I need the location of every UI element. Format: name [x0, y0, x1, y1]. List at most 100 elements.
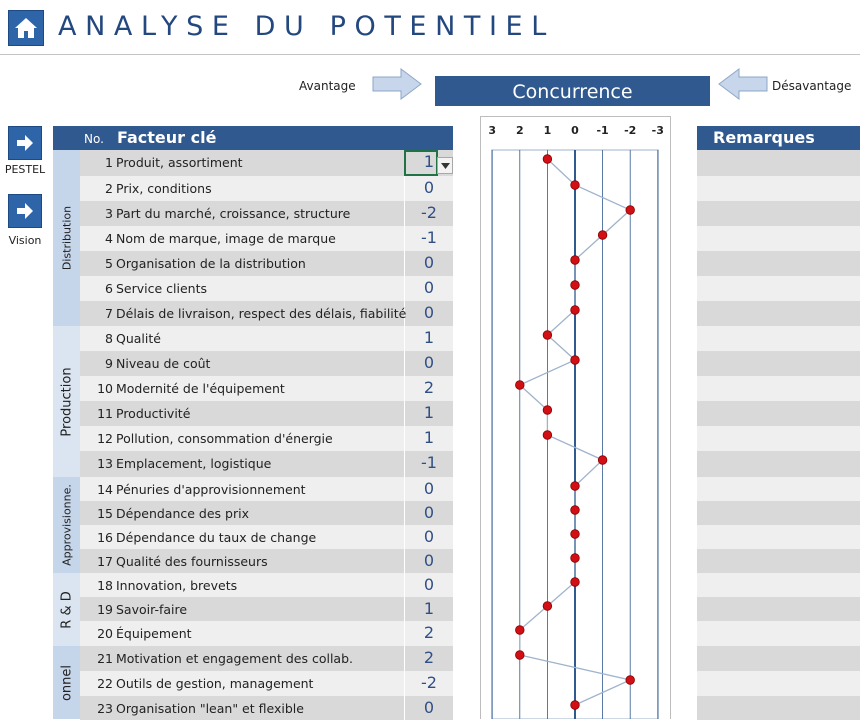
group-cell: Production [53, 326, 80, 477]
row-number: 20 [97, 626, 113, 641]
factor-label: Équipement [116, 626, 192, 641]
data-point [597, 230, 608, 240]
rating-value[interactable]: -2 [421, 673, 437, 692]
rating-value[interactable]: 1 [423, 428, 435, 447]
remarks-cell[interactable] [697, 251, 860, 276]
factor-label: Délais de livraison, respect des délais,… [116, 306, 406, 321]
remarks-cell[interactable] [697, 426, 860, 451]
rating-value[interactable]: 1 [423, 328, 435, 347]
rating-value[interactable]: 0 [423, 278, 435, 297]
cell-separator [404, 351, 405, 376]
factor-label: Innovation, brevets [116, 578, 238, 593]
selected-cell[interactable] [404, 150, 438, 176]
x-tick-label: 2 [516, 124, 524, 137]
vision-button[interactable] [8, 194, 42, 228]
remarks-cell[interactable] [697, 226, 860, 251]
remarks-cell[interactable] [697, 376, 860, 401]
data-point [542, 330, 553, 340]
remarks-cell[interactable] [697, 477, 860, 501]
rating-value[interactable]: 2 [423, 623, 435, 642]
rating-value[interactable]: 0 [423, 353, 435, 372]
rating-value[interactable]: 1 [423, 403, 435, 422]
table-row [80, 671, 453, 696]
disadvantage-arrow-icon [718, 68, 768, 100]
factor-label: Prix, conditions [116, 181, 212, 196]
row-number: 2 [105, 181, 113, 196]
cell-separator [404, 276, 405, 301]
pestel-button[interactable] [8, 126, 42, 160]
rating-value[interactable]: 2 [423, 378, 435, 397]
col-no-header: No. [84, 132, 104, 146]
rating-value[interactable]: 0 [423, 303, 435, 322]
remarks-cell[interactable] [697, 573, 860, 597]
table-row [80, 477, 453, 501]
cell-separator [404, 326, 405, 351]
remarks-cell[interactable] [697, 451, 860, 477]
cell-separator [404, 176, 405, 201]
rating-value[interactable]: 0 [423, 575, 435, 594]
factor-label: Pénuries d'approvisionnement [116, 482, 306, 497]
cell-separator [404, 376, 405, 401]
data-point [570, 481, 580, 491]
remarks-cell[interactable] [697, 501, 860, 525]
remarks-cell[interactable] [697, 646, 860, 671]
rating-value[interactable]: -1 [421, 453, 437, 472]
data-point [515, 650, 525, 660]
group-label: Approvisionne. [60, 484, 73, 566]
rating-value[interactable]: 0 [423, 253, 435, 272]
remarks-cell[interactable] [697, 549, 860, 573]
data-point [597, 455, 608, 465]
rating-value[interactable]: -1 [421, 228, 437, 247]
rating-value[interactable]: 1 [423, 152, 435, 171]
data-point [625, 205, 635, 215]
rating-value[interactable]: 0 [423, 551, 435, 570]
header-divider [0, 54, 860, 55]
table-row [80, 525, 453, 549]
rating-value[interactable]: 0 [423, 503, 435, 522]
factor-label: Productivité [116, 406, 191, 421]
factor-label: Emplacement, logistique [116, 456, 272, 471]
rating-value[interactable]: -2 [421, 203, 437, 222]
row-number: 22 [97, 676, 113, 691]
data-point [570, 280, 580, 290]
vision-label: Vision [8, 234, 42, 247]
row-number: 5 [105, 256, 113, 271]
row-number: 13 [97, 456, 113, 471]
rating-value[interactable]: 0 [423, 527, 435, 546]
remarks-cell[interactable] [697, 671, 860, 696]
cell-separator [404, 451, 405, 477]
remarks-cell[interactable] [697, 401, 860, 426]
home-button[interactable] [8, 10, 44, 46]
remarks-cell[interactable] [697, 525, 860, 549]
remarks-cell[interactable] [697, 326, 860, 351]
rating-value[interactable]: 0 [423, 698, 435, 717]
group-cell: R & D [53, 573, 80, 646]
arrow-right-icon [17, 203, 33, 219]
data-point [570, 305, 580, 315]
remarks-cell[interactable] [697, 597, 860, 621]
factor-label: Pollution, consommation d'énergie [116, 431, 333, 446]
rating-value[interactable]: 0 [423, 178, 435, 197]
remarks-cell[interactable] [697, 696, 860, 720]
remarks-cell[interactable] [697, 176, 860, 201]
table-row [80, 621, 453, 646]
factor-label: Organisation de la distribution [116, 256, 306, 271]
remarks-cell[interactable] [697, 301, 860, 326]
x-tick-label: 0 [571, 124, 579, 137]
rating-value[interactable]: 0 [423, 479, 435, 498]
rating-value[interactable]: 1 [423, 599, 435, 618]
remarks-cell[interactable] [697, 150, 860, 176]
factor-label: Part du marché, croissance, structure [116, 206, 351, 221]
group-cell: onnel [53, 646, 80, 719]
x-tick-label: -3 [652, 124, 664, 137]
factor-label: Dépendance des prix [116, 506, 249, 521]
remarks-cell[interactable] [697, 201, 860, 226]
table-row [80, 251, 453, 276]
remarks-cell[interactable] [697, 351, 860, 376]
advantage-arrow-icon [372, 68, 422, 100]
value-dropdown[interactable] [437, 157, 453, 174]
remarks-cell[interactable] [697, 621, 860, 646]
rating-value[interactable]: 2 [423, 648, 435, 667]
row-number: 7 [105, 306, 113, 321]
remarks-cell[interactable] [697, 276, 860, 301]
